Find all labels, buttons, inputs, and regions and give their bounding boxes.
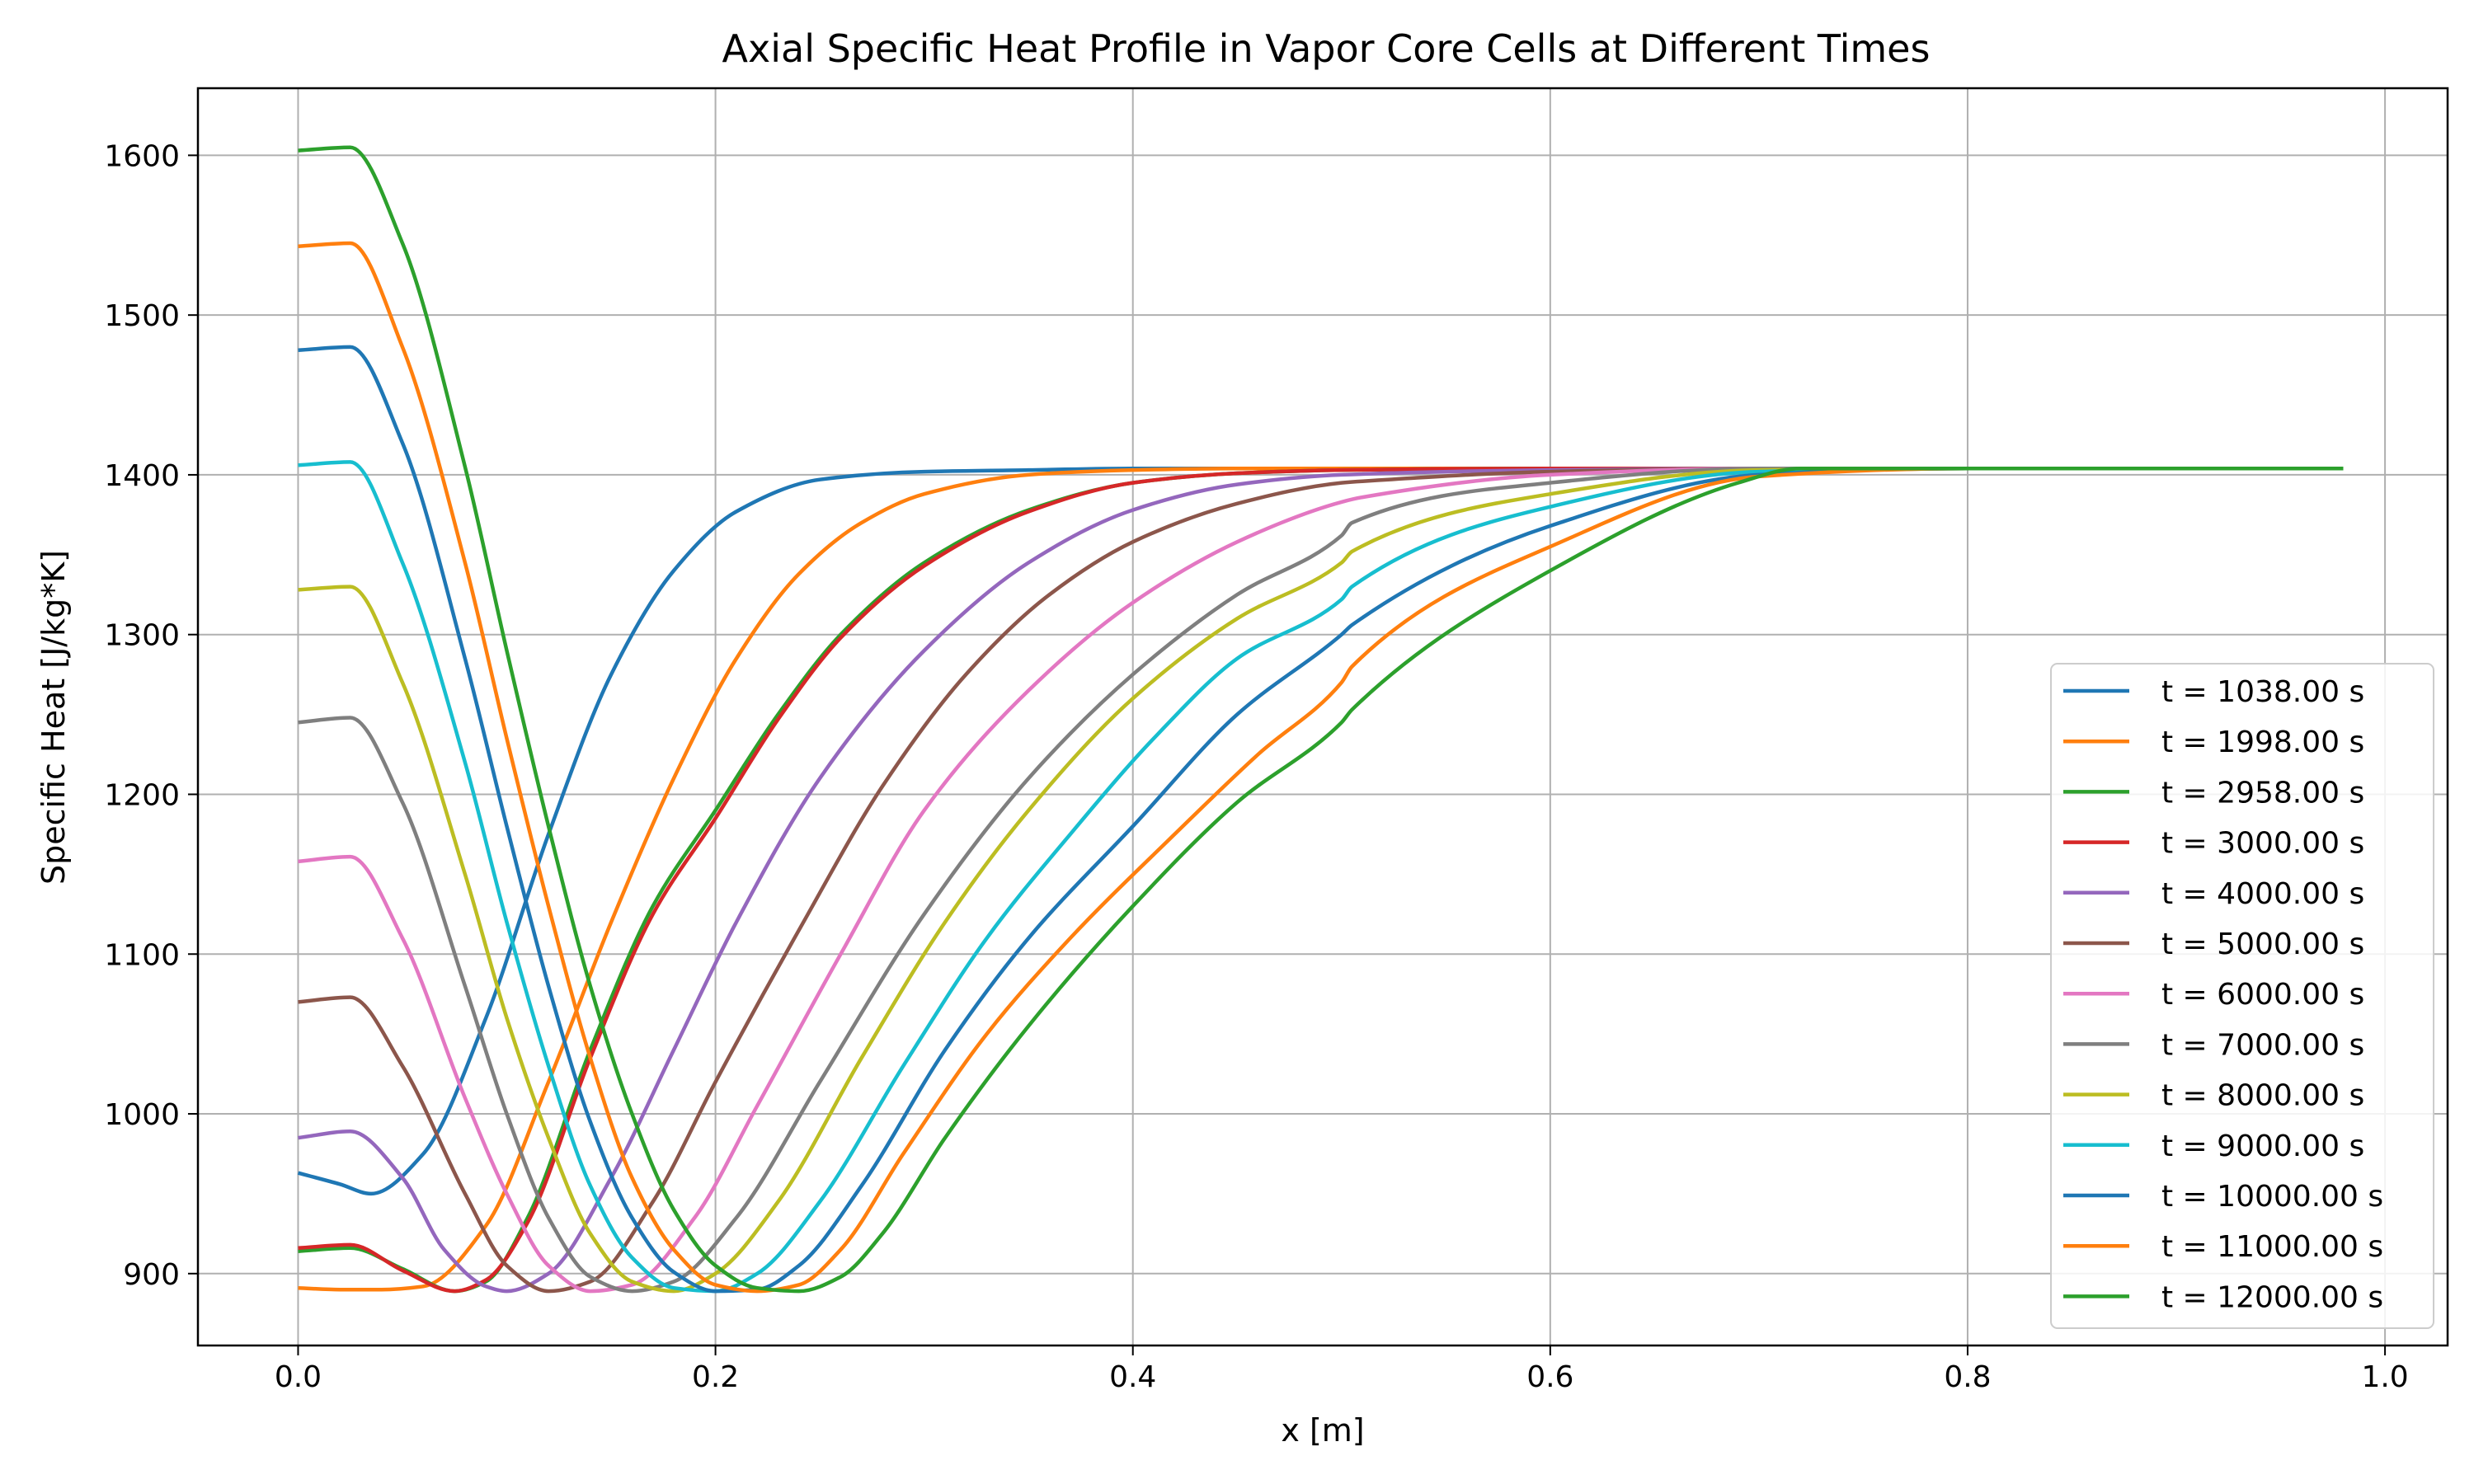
series-line-11: [298, 241, 2344, 1294]
legend-box: [2050, 663, 2434, 1329]
y-tick-label: 900: [123, 1258, 180, 1292]
y-tick-label: 1600: [104, 139, 180, 173]
legend-label: t = 9000.00 s: [2161, 1129, 2364, 1163]
y-tick-label: 1300: [104, 619, 180, 653]
legend-label: t = 2958.00 s: [2161, 776, 2364, 810]
series-layer: [297, 145, 2344, 1294]
legend-label: t = 1038.00 s: [2161, 675, 2364, 709]
x-tick-label: 1.0: [2361, 1360, 2408, 1394]
legend-label: t = 3000.00 s: [2161, 827, 2364, 861]
series-line-10: [298, 345, 2344, 1294]
x-axis-label: x [m]: [1281, 1412, 1364, 1449]
plot-frame: [196, 87, 2449, 1347]
legend-label: t = 11000.00 s: [2161, 1230, 2383, 1264]
legend-label: t = 6000.00 s: [2161, 978, 2364, 1012]
legend-label: t = 1998.00 s: [2161, 726, 2364, 759]
y-tick-label: 1100: [104, 938, 180, 972]
series-line-9: [298, 460, 2344, 1294]
y-tick-label: 1500: [104, 299, 180, 333]
x-tick-label: 0.8: [1944, 1360, 1991, 1394]
x-tick-label: 0.4: [1109, 1360, 1156, 1394]
x-tick-label: 0.0: [275, 1360, 322, 1394]
y-tick-label: 1000: [104, 1098, 180, 1132]
legend-label: t = 7000.00 s: [2161, 1028, 2364, 1062]
axes: 0.0 0.2 0.4 0.6 0.8 1.0 900 1000 1100 1200 1300 140…: [104, 139, 2408, 1394]
y-tick-label: 1200: [104, 778, 180, 812]
x-tick-label: 0.6: [1526, 1360, 1573, 1394]
y-axis-label: Specific Heat [J/kg*K]: [35, 550, 72, 885]
chart-title: Axial Specific Heat Profile in Vapor Cor…: [722, 26, 1931, 71]
legend-label: t = 8000.00 s: [2161, 1079, 2364, 1113]
legend: t = 1038.00 s t = 1998.00 s t = 2958.00 s t…: [2050, 663, 2434, 1329]
series-line-12: [298, 145, 2344, 1294]
y-tick-label: 1400: [104, 459, 180, 493]
legend-label: t = 12000.00 s: [2161, 1280, 2383, 1314]
x-tick-label: 0.2: [692, 1360, 739, 1394]
legend-label: t = 10000.00 s: [2161, 1180, 2383, 1214]
legend-label: t = 4000.00 s: [2161, 877, 2364, 911]
legend-label: t = 5000.00 s: [2161, 928, 2364, 961]
